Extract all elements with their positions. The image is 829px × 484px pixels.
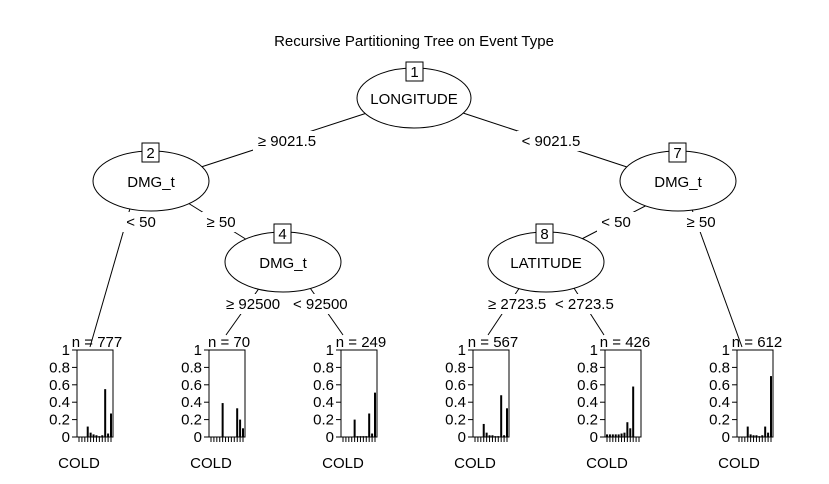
node-8-label: LATITUDE <box>510 255 581 272</box>
leaf-class-label: COLD <box>718 455 760 472</box>
node-8-id: 8 <box>540 226 548 243</box>
y-tick-label: 0.4 <box>709 394 730 411</box>
y-tick-label: 0.6 <box>577 377 598 394</box>
y-tick-label: 0.2 <box>709 412 730 429</box>
y-tick-label: 0.2 <box>49 412 70 429</box>
y-tick-label: 0 <box>62 429 70 446</box>
node-4-id-box <box>273 223 292 244</box>
leaf-2: n = 70 10.80.60.40.20 COLD <box>181 334 250 472</box>
y-tick-label: 0.6 <box>313 377 334 394</box>
node-2-id-box <box>141 142 160 163</box>
y-tick-label: 0.4 <box>181 394 202 411</box>
node-8-id-box <box>535 223 554 244</box>
y-tick-label: 0 <box>326 429 334 446</box>
node-2-label: DMG_t <box>127 174 175 191</box>
leaf-n-label: n = 249 <box>336 334 386 351</box>
inner-nodes: LONGITUDE 1 DMG_t 2 DMG_t 4 DMG_t 7 LATI… <box>92 61 737 293</box>
y-tick-label: 0.8 <box>445 359 466 376</box>
leaf-class-label: COLD <box>58 455 100 472</box>
y-tick-label: 1 <box>326 342 334 359</box>
node-4-label: DMG_t <box>259 255 307 272</box>
edge-label-1-2: ≥ 9021.5 <box>258 133 316 150</box>
y-tick-label: 0.8 <box>49 359 70 376</box>
leaf-plot-box <box>340 349 378 438</box>
y-tick-label: 0.6 <box>49 377 70 394</box>
y-tick-label: 0.6 <box>445 377 466 394</box>
y-tick-label: 0.8 <box>709 359 730 376</box>
y-tick-label: 1 <box>590 342 598 359</box>
y-tick-label: 0.8 <box>313 359 334 376</box>
y-tick-label: 0 <box>194 429 202 446</box>
node-7-id-box <box>668 142 687 163</box>
y-tick-label: 1 <box>722 342 730 359</box>
y-tick-label: 0.6 <box>709 377 730 394</box>
edge-label-4-leaf3: < 92500 <box>293 296 348 313</box>
y-tick-label: 0 <box>458 429 466 446</box>
y-tick-label: 1 <box>62 342 70 359</box>
leaf-class-label: COLD <box>586 455 628 472</box>
edge-labels: ≥ 9021.5 < 9021.5 < 50 ≥ 50 ≥ 92500 < 92… <box>122 131 720 314</box>
edge-label-2-leaf1: < 50 <box>126 214 156 231</box>
edge-label-7-leaf6: ≥ 50 <box>686 214 715 231</box>
edge-label-1-7: < 9021.5 <box>522 133 581 150</box>
leaf-n-label: n = 612 <box>732 334 782 351</box>
diagram-title: Recursive Partitioning Tree on Event Typ… <box>274 33 554 50</box>
edge-label-4-leaf2: ≥ 92500 <box>226 296 280 313</box>
leaf-n-label: n = 567 <box>468 334 518 351</box>
y-tick-label: 0.4 <box>577 394 598 411</box>
edge-label-8-leaf4: ≥ 2723.5 <box>488 296 546 313</box>
y-tick-label: 0.4 <box>313 394 334 411</box>
leaf-n-label: n = 777 <box>72 334 122 351</box>
y-tick-label: 0.2 <box>181 412 202 429</box>
y-tick-label: 0.6 <box>181 377 202 394</box>
node-1-label: LONGITUDE <box>370 91 458 108</box>
node-1-id-box <box>405 61 424 82</box>
leaf-class-label: COLD <box>190 455 232 472</box>
y-tick-label: 0.8 <box>577 359 598 376</box>
leaf-class-label: COLD <box>454 455 496 472</box>
y-tick-label: 0.2 <box>445 412 466 429</box>
node-2-id: 2 <box>146 145 154 162</box>
y-tick-label: 0.4 <box>49 394 70 411</box>
edge-label-8-leaf5: < 2723.5 <box>555 296 614 313</box>
node-7-label: DMG_t <box>654 174 702 191</box>
node-1-id: 1 <box>410 64 418 81</box>
leaf-plot-box <box>472 349 510 438</box>
edge-lines <box>89 111 743 348</box>
edge-label-2-4: ≥ 50 <box>206 214 235 231</box>
y-tick-label: 1 <box>458 342 466 359</box>
leaf-n-label: n = 70 <box>208 334 250 351</box>
y-tick-label: 0.2 <box>313 412 334 429</box>
y-tick-label: 0 <box>722 429 730 446</box>
leaf-n-label: n = 426 <box>600 334 650 351</box>
leaf-plot-box <box>736 349 774 438</box>
y-tick-label: 0 <box>590 429 598 446</box>
y-tick-label: 0.4 <box>445 394 466 411</box>
leaf-class-label: COLD <box>322 455 364 472</box>
y-tick-label: 0.8 <box>181 359 202 376</box>
node-4-id: 4 <box>278 226 286 243</box>
y-tick-label: 1 <box>194 342 202 359</box>
node-7-id: 7 <box>673 145 681 162</box>
leaf-plot-box <box>76 349 114 438</box>
leaf-plot-box <box>208 349 246 438</box>
leaf-plot-box <box>604 349 642 438</box>
y-tick-label: 0.2 <box>577 412 598 429</box>
edge-label-7-8: < 50 <box>601 214 631 231</box>
